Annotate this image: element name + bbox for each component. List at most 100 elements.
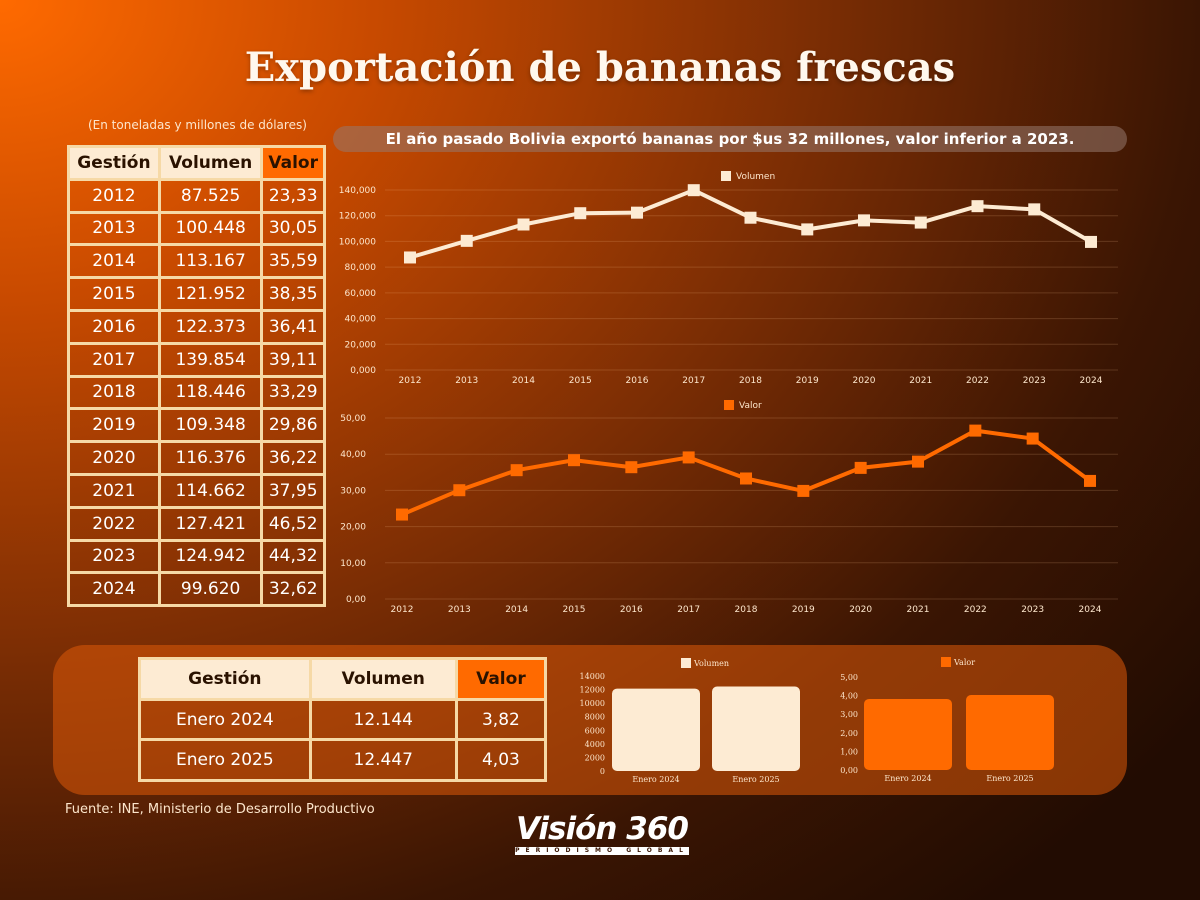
x-tick-label: 2017 [677,605,700,615]
data-point [460,234,473,247]
y-tick-label: 60,000 [345,289,377,299]
y-tick-label: 12000 [580,686,605,695]
cell-year: 2013 [67,210,161,247]
x-tick-label: 2020 [853,376,876,386]
cell-valor: 36,41 [260,308,326,345]
cell-valor: 36,22 [260,440,326,476]
y-tick-label: 10000 [580,699,605,708]
x-tick-label: 2019 [796,376,819,386]
table-row: 2017 139.854 39,11 [67,341,326,378]
table-row: 2020 116.376 36,22 [67,440,326,476]
bar [612,688,700,771]
data-point [971,200,984,213]
cell-volumen: 116.376 [157,440,264,476]
x-tick-label: Enero 2024 [884,774,931,783]
header-gestion: Gestión [138,657,312,701]
data-point [453,484,466,497]
cell-volumen: 109.348 [157,407,264,444]
data-point [1028,203,1041,216]
data-point [404,251,416,264]
cell-volumen: 99.620 [157,571,264,608]
cell-volumen: 121.952 [157,276,264,312]
y-tick-label: 40,00 [340,450,366,460]
y-tick-label: 30,00 [340,486,366,496]
cell-volumen: 12.447 [308,738,458,783]
data-point [797,484,810,497]
annual-table: Gestión Volumen Valor 2012 87.525 23,33 201… [67,145,326,608]
logo-tagline: PERIODISMO GLOBAL [515,847,689,855]
cell-year: 2018 [67,374,161,411]
data-point [510,464,523,477]
y-tick-label: 0,000 [350,366,376,376]
series-line [409,188,1092,260]
cell-volumen: 12.144 [308,697,458,742]
bar [712,686,800,771]
y-tick-label: 50,00 [340,414,366,424]
legend-swatch [681,658,691,668]
cell-volumen: 122.373 [157,308,264,345]
data-point [740,472,752,485]
y-tick-label: 0 [600,767,605,776]
y-tick-label: 14000 [580,672,605,681]
data-point [1085,235,1097,248]
cell-volumen: 124.942 [157,538,264,575]
legend-swatch [724,400,734,410]
x-tick-label: 2018 [739,376,762,386]
x-tick-label: 2018 [735,605,758,615]
cell-year: 2023 [67,538,161,575]
y-tick-label: 120,000 [339,212,376,222]
y-tick-label: 40,000 [345,315,377,325]
y-tick-label: 4000 [585,740,605,749]
table-row: Enero 2024 12.144 3,82 [138,697,548,742]
cell-volumen: 87.525 [157,177,264,214]
y-tick-label: 4,00 [840,692,858,701]
page-title: Exportación de bananas frescas [244,44,956,91]
legend-label: Valor [953,658,975,667]
x-tick-label: 2024 [1080,376,1103,386]
y-tick-label: 10,00 [340,559,366,569]
headline-banner: El año pasado Bolivia exportó bananas po… [333,126,1127,152]
logo-name: Visión 360 [515,811,689,847]
legend-label: Volumen [693,659,729,668]
y-tick-label: 0,00 [840,766,858,775]
source-note: Fuente: INE, Ministerio de Desarrollo Pr… [65,802,375,817]
x-tick-label: 2023 [1023,376,1046,386]
cell-volumen: 114.662 [157,472,264,509]
legend-swatch [941,657,951,667]
x-tick-label: 2012 [399,376,422,386]
x-tick-label: Enero 2024 [632,775,679,784]
cell-year: 2022 [67,505,161,542]
x-tick-label: 2013 [455,376,478,386]
x-tick-label: 2022 [964,605,987,615]
data-point [854,461,867,474]
y-tick-label: 2000 [585,753,605,762]
data-point [682,451,695,464]
cell-valor: 3,82 [454,697,548,742]
cell-valor: 33,29 [260,374,326,411]
y-tick-label: 20,00 [340,523,366,533]
x-tick-label: 2024 [1079,605,1102,615]
x-tick-label: 2020 [849,605,872,615]
x-tick-label: 2015 [563,605,586,615]
cell-year: Enero 2024 [138,697,312,742]
units-note: (En toneladas y millones de dólares) [88,118,307,132]
y-tick-label: 80,000 [345,263,377,273]
x-tick-label: 2019 [792,605,815,615]
data-point [969,424,982,437]
cell-year: 2021 [67,472,161,509]
cell-valor: 46,52 [260,505,326,542]
table-row: 2023 124.942 44,32 [67,538,326,575]
y-tick-label: 2,00 [840,729,858,738]
table-row: 2015 121.952 38,35 [67,276,326,312]
x-tick-label: 2021 [909,376,932,386]
y-tick-label: 6000 [585,726,605,735]
table-row: 2018 118.446 33,29 [67,374,326,411]
x-tick-label: 2014 [505,605,528,615]
x-tick-label: 2015 [569,376,592,386]
cell-valor: 39,11 [260,341,326,378]
x-tick-label: Enero 2025 [732,775,779,784]
legend-label: Valor [739,401,762,411]
cell-year: 2014 [67,243,161,280]
x-tick-label: 2023 [1021,605,1044,615]
cell-volumen: 127.421 [157,505,264,542]
